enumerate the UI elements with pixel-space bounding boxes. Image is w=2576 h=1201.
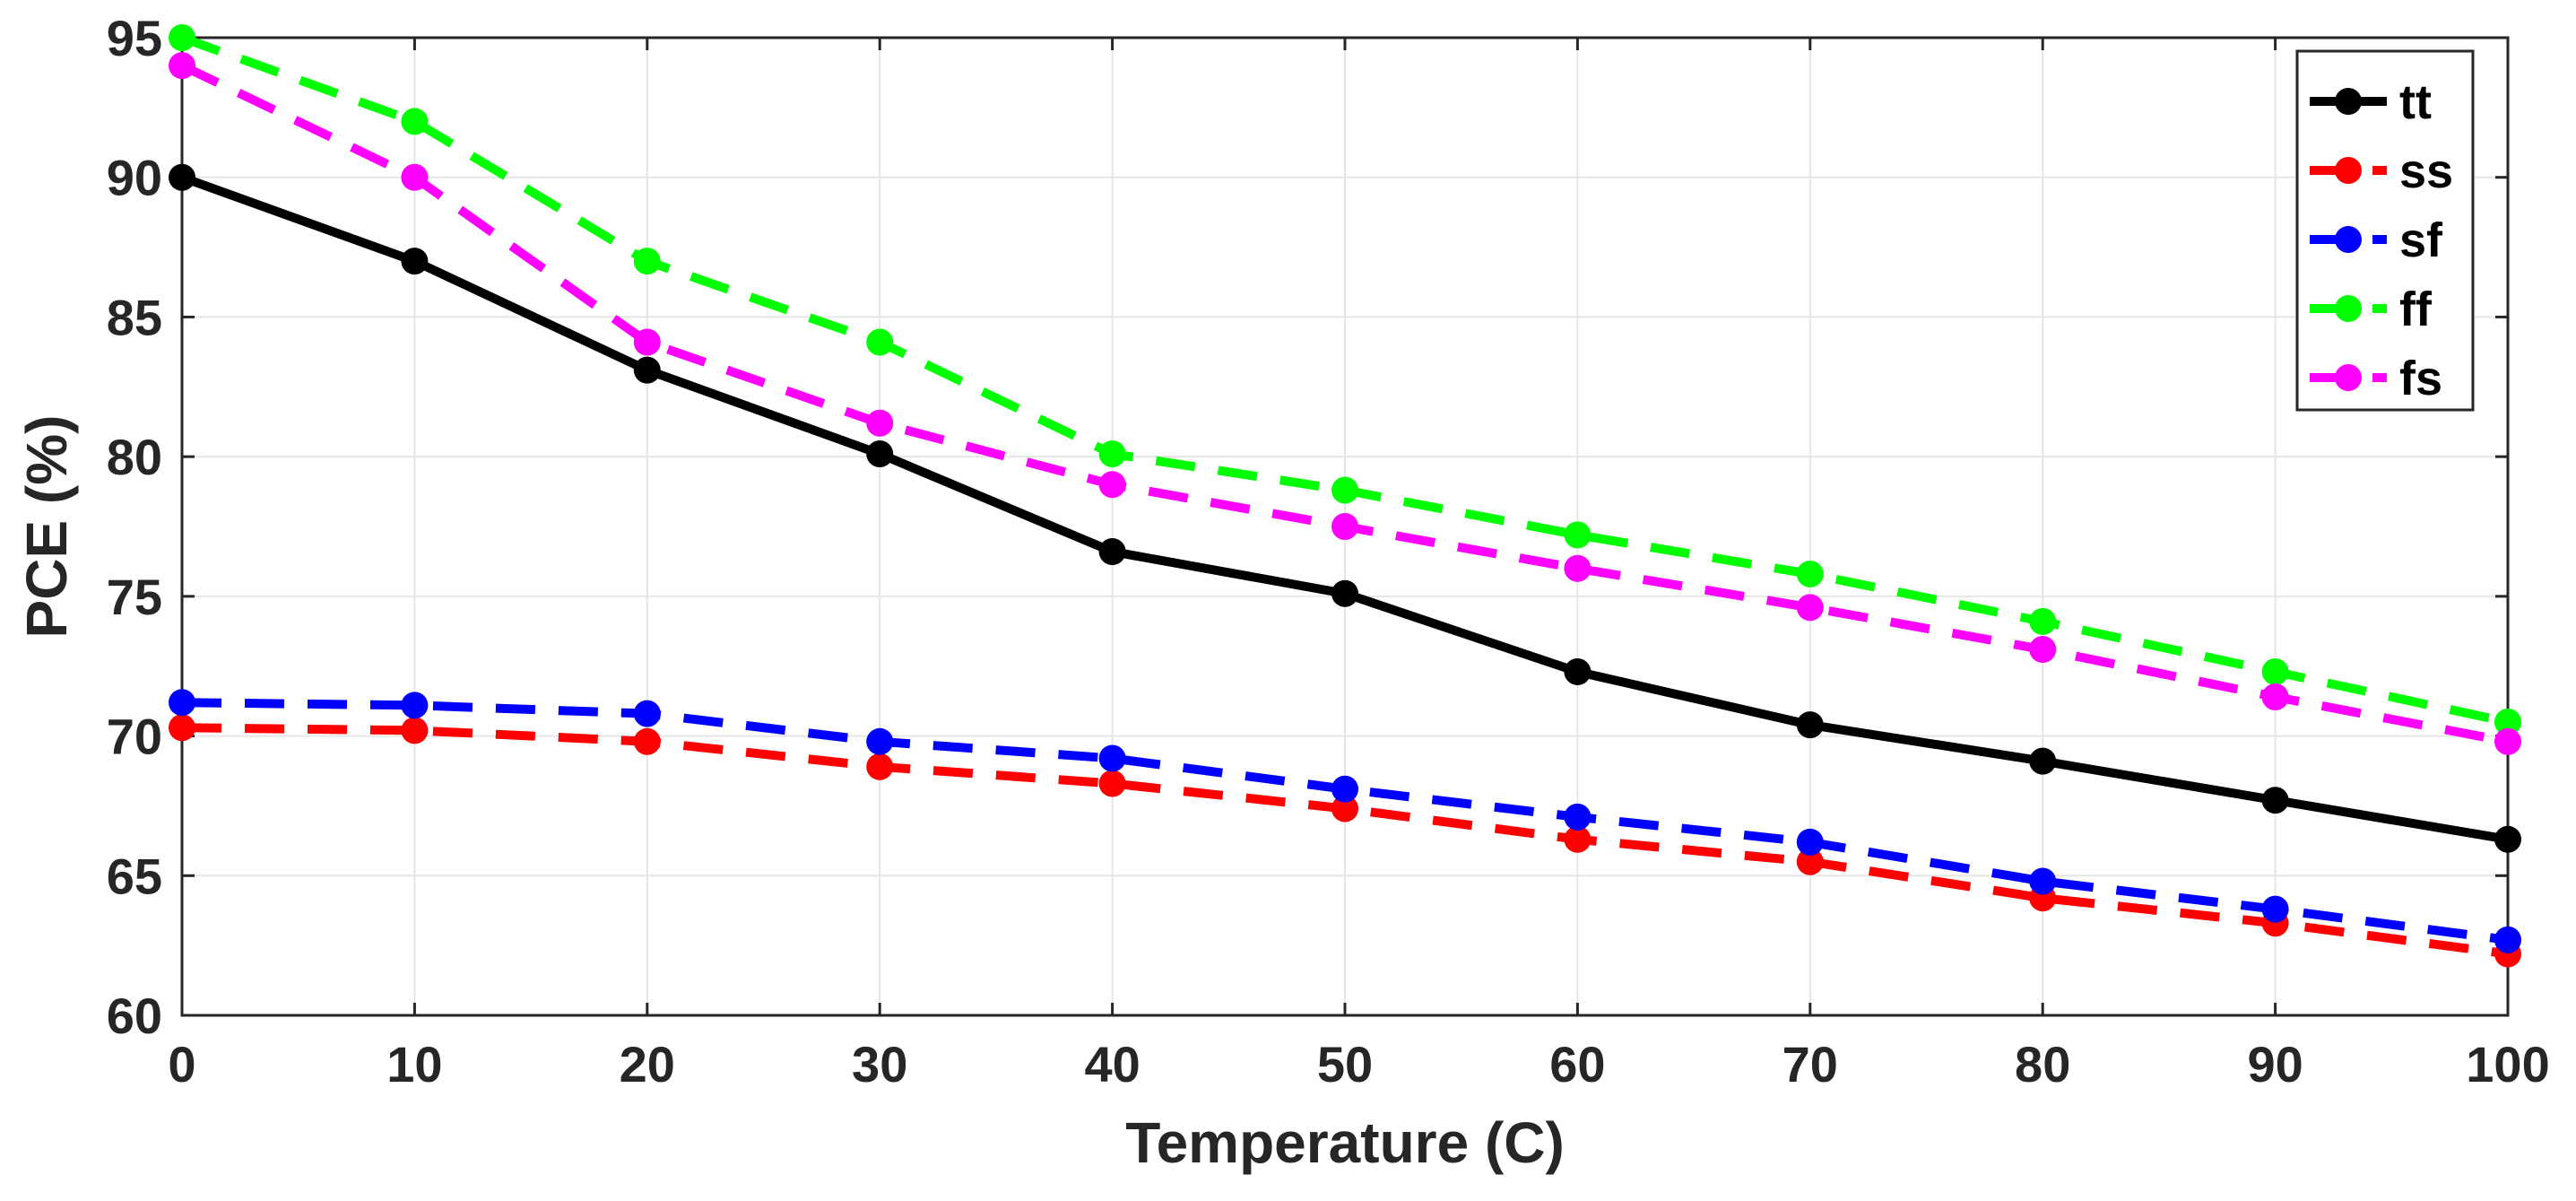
data-point-ss xyxy=(401,717,429,744)
data-point-ss xyxy=(633,727,661,755)
data-point-sf xyxy=(2494,926,2521,953)
legend-label-fs: fs xyxy=(2399,352,2442,405)
data-point-ff xyxy=(1331,476,1358,504)
data-point-tt xyxy=(2029,747,2057,775)
data-point-sf xyxy=(633,700,661,727)
legend-marker-sf xyxy=(2335,226,2362,253)
x-tick-label: 40 xyxy=(1084,1036,1140,1092)
legend-entry-ss: ss xyxy=(2310,144,2453,198)
data-point-fs xyxy=(1564,554,1592,582)
series xyxy=(169,24,2521,968)
data-point-fs xyxy=(1331,513,1358,540)
y-tick-label: 85 xyxy=(107,289,162,345)
y-tick-label: 95 xyxy=(107,10,162,66)
data-point-tt xyxy=(866,440,894,468)
data-point-ff xyxy=(169,24,195,51)
data-point-sf xyxy=(1564,803,1592,831)
legend-marker-ss xyxy=(2335,157,2362,184)
x-tick-label: 0 xyxy=(168,1036,195,1092)
legend-label-ss: ss xyxy=(2399,144,2453,198)
x-tick-label: 10 xyxy=(386,1036,442,1092)
y-axis-label: PCE (%) xyxy=(14,415,79,639)
data-point-sf xyxy=(2261,895,2289,923)
data-point-ff xyxy=(1564,521,1592,549)
legend-box xyxy=(2295,49,2475,412)
data-point-sf xyxy=(1098,744,1126,772)
data-point-fs xyxy=(169,52,195,80)
data-point-fs xyxy=(1796,594,1824,622)
legend-label-tt: tt xyxy=(2399,75,2432,129)
data-point-fs xyxy=(2494,727,2521,755)
data-point-ss xyxy=(1564,825,1592,853)
legend-label-ff: ff xyxy=(2399,283,2433,336)
data-point-tt xyxy=(1796,711,1824,739)
series-ff xyxy=(169,24,2521,735)
data-point-sf xyxy=(2029,867,2057,895)
legend-marker-ff xyxy=(2335,295,2362,322)
data-point-ss xyxy=(169,714,195,742)
legend-entry-sf: sf xyxy=(2310,213,2443,267)
y-tick-label: 70 xyxy=(107,709,162,765)
data-point-fs xyxy=(401,163,429,191)
series-fs xyxy=(169,52,2521,755)
axis-ticks: 0 10 20 30 40 50 60 70 80 90 100 60 65 70 75 80 85 90 95 xyxy=(107,10,2550,1092)
legend-marker-fs xyxy=(2335,364,2362,391)
data-point-sf xyxy=(169,689,195,717)
data-point-tt xyxy=(401,248,429,275)
x-axis-label: Temperature (C) xyxy=(1125,1110,1565,1175)
y-tick-label: 75 xyxy=(107,569,162,625)
data-point-ff xyxy=(1796,560,1824,587)
data-point-ss xyxy=(1796,848,1824,875)
data-point-fs xyxy=(1098,471,1126,499)
series-tt xyxy=(169,163,2521,853)
y-tick-label: 60 xyxy=(107,988,162,1044)
legend-label-sf: sf xyxy=(2399,213,2443,267)
legend-entry-fs: fs xyxy=(2310,352,2442,405)
x-tick-label: 70 xyxy=(1782,1036,1838,1092)
x-tick-label: 20 xyxy=(620,1036,675,1092)
data-point-tt xyxy=(2494,825,2521,853)
y-tick-label: 90 xyxy=(107,150,162,206)
series-ss xyxy=(169,714,2521,968)
data-point-sf xyxy=(401,692,429,719)
data-point-ff xyxy=(401,108,429,135)
legend-marker-tt xyxy=(2335,88,2362,115)
data-point-ss xyxy=(1098,770,1126,797)
x-tick-label: 30 xyxy=(852,1036,907,1092)
x-tick-label: 90 xyxy=(2247,1036,2303,1092)
y-tick-label: 65 xyxy=(107,848,162,904)
x-tick-label: 50 xyxy=(1317,1036,1373,1092)
data-point-sf xyxy=(1331,775,1358,803)
data-point-ss xyxy=(1331,795,1358,822)
data-point-fs xyxy=(866,409,894,437)
data-point-fs xyxy=(633,328,661,356)
data-point-ss xyxy=(866,753,894,780)
data-point-tt xyxy=(633,356,661,384)
legend: tt ss sf ff fs xyxy=(2295,49,2475,412)
data-point-tt xyxy=(1564,657,1592,685)
x-tick-label: 80 xyxy=(2015,1036,2070,1092)
data-point-tt xyxy=(1098,538,1126,566)
data-point-ff xyxy=(1098,440,1126,468)
data-point-ff xyxy=(2261,657,2289,685)
data-point-fs xyxy=(2029,636,2057,664)
data-point-tt xyxy=(2261,787,2289,814)
series-sf xyxy=(169,689,2521,953)
data-point-sf xyxy=(866,727,894,755)
data-point-ff xyxy=(866,328,894,356)
data-point-fs xyxy=(2261,683,2289,710)
y-tick-label: 80 xyxy=(107,429,162,485)
data-point-ff xyxy=(2029,607,2057,635)
legend-entry-ff: ff xyxy=(2310,283,2433,336)
data-point-ff xyxy=(2494,709,2521,735)
x-tick-label: 60 xyxy=(1549,1036,1605,1092)
data-point-tt xyxy=(169,163,195,191)
x-tick-label: 100 xyxy=(2466,1036,2549,1092)
data-point-tt xyxy=(1331,579,1358,607)
data-point-sf xyxy=(1796,828,1824,856)
legend-entry-tt: tt xyxy=(2310,75,2432,129)
data-point-ff xyxy=(633,248,661,275)
